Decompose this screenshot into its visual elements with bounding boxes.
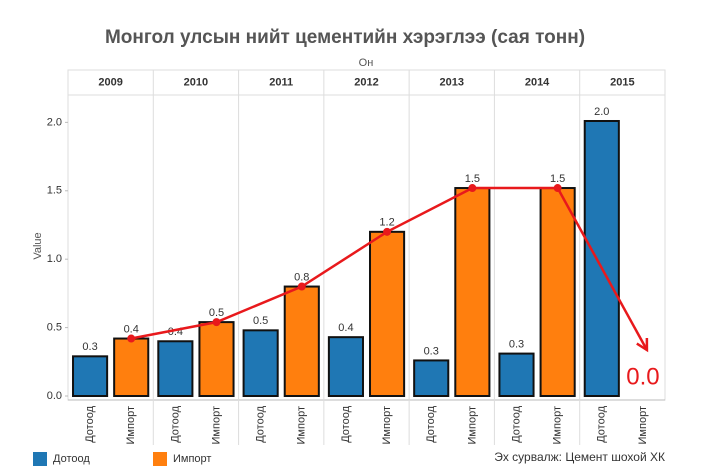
y-axis-label: Value	[32, 232, 44, 259]
year-label: 2010	[184, 76, 208, 88]
legend-swatch	[33, 452, 47, 466]
trend-point	[297, 282, 306, 291]
x-tick-label: Импорт	[637, 406, 649, 444]
y-tick-label: 1.5	[47, 185, 62, 197]
year-label: 2011	[269, 76, 293, 88]
bar	[242, 329, 279, 397]
highlight-label: 0.0	[626, 363, 659, 390]
bar	[413, 359, 450, 398]
value-label: 0.4	[338, 322, 353, 334]
year-label: 2015	[610, 76, 634, 88]
legend-swatch	[153, 452, 167, 466]
bar	[113, 337, 150, 398]
trend-arrow	[556, 187, 649, 351]
bar	[454, 187, 491, 397]
value-label: 1.5	[550, 173, 565, 185]
bar	[198, 321, 235, 398]
x-tick-label: Импорт	[210, 406, 222, 444]
trend-point	[127, 334, 136, 343]
bar	[283, 285, 320, 397]
bar	[583, 119, 620, 397]
value-label: 0.4	[124, 323, 139, 335]
year-label: 2012	[354, 76, 378, 88]
trend-point	[383, 227, 392, 236]
value-label: 0.3	[82, 341, 97, 353]
x-tick-label: Импорт	[381, 406, 393, 444]
bar	[72, 355, 109, 397]
value-label: 2.0	[594, 106, 609, 118]
value-label: 1.5	[465, 173, 480, 185]
trend-point	[212, 318, 221, 327]
year-label: 2014	[525, 76, 550, 88]
bar	[498, 352, 535, 397]
value-label: 0.5	[209, 307, 224, 319]
x-tick-label: Импорт	[296, 406, 308, 444]
y-tick-label: 0.5	[47, 321, 62, 333]
chart-title: Монгол улсын нийт цементийн хэрэглээ (са…	[105, 27, 585, 48]
bar	[539, 187, 576, 397]
value-label: 0.5	[253, 315, 268, 327]
year-label: 2009	[98, 76, 122, 88]
trend-line	[130, 186, 558, 340]
legend-label: Импорт	[173, 453, 211, 465]
x-tick-label: Импорт	[552, 406, 564, 444]
x-tick-label: Дотоод	[596, 405, 608, 442]
x-tick-label: Импорт	[466, 406, 478, 444]
source-note: Эх сурвалж: Цемент шохой ХК	[494, 450, 665, 464]
arrow-head	[636, 337, 649, 353]
x-tick-label: Дотоод	[425, 405, 437, 442]
x-tick-label: Дотоод	[340, 405, 352, 442]
x-axis-label: Он	[359, 57, 374, 69]
y-tick-label: 1.0	[47, 253, 62, 265]
value-label: 0.8	[294, 271, 309, 283]
x-tick-label: Дотоод	[169, 405, 181, 442]
value-label: 0.3	[509, 338, 524, 350]
x-tick-label: Дотоод	[510, 405, 522, 442]
year-label: 2013	[440, 76, 464, 88]
value-label: 0.3	[424, 345, 439, 357]
bar	[327, 336, 364, 397]
bar	[157, 340, 194, 398]
x-tick-label: Импорт	[125, 406, 137, 444]
y-tick-label: 2.0	[47, 116, 62, 128]
trend-point	[468, 184, 477, 193]
value-label: 1.2	[379, 217, 394, 229]
y-tick-label: 0.0	[47, 390, 62, 402]
legend-label: Дотоод	[53, 453, 90, 465]
x-tick-label: Дотоод	[84, 405, 96, 442]
bar	[369, 230, 406, 397]
x-tick-label: Дотоод	[255, 405, 267, 442]
